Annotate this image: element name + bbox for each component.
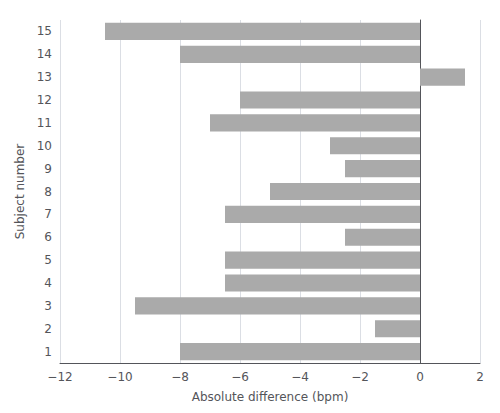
svg-text:4: 4: [44, 276, 52, 290]
svg-text:3: 3: [44, 299, 52, 313]
svg-text:5: 5: [44, 253, 52, 267]
svg-text:11: 11: [37, 116, 52, 130]
svg-text:10: 10: [37, 139, 52, 153]
svg-text:15: 15: [37, 24, 52, 38]
svg-text:6: 6: [44, 230, 52, 244]
svg-text:−8: −8: [171, 370, 189, 384]
svg-text:9: 9: [44, 162, 52, 176]
svg-text:−10: −10: [107, 370, 132, 384]
svg-text:7: 7: [44, 207, 52, 221]
svg-text:−4: −4: [291, 370, 309, 384]
svg-text:−12: −12: [47, 370, 72, 384]
svg-text:1: 1: [44, 345, 52, 359]
svg-text:8: 8: [44, 185, 52, 199]
svg-text:13: 13: [37, 70, 52, 84]
svg-text:−2: −2: [351, 370, 369, 384]
svg-text:0: 0: [416, 370, 424, 384]
svg-text:12: 12: [37, 93, 52, 107]
svg-text:2: 2: [44, 322, 52, 336]
svg-text:2: 2: [476, 370, 484, 384]
svg-text:Absolute difference (bpm): Absolute difference (bpm): [192, 390, 349, 404]
svg-text:Subject number: Subject number: [13, 144, 27, 240]
svg-text:−6: −6: [231, 370, 249, 384]
svg-text:14: 14: [37, 47, 52, 61]
